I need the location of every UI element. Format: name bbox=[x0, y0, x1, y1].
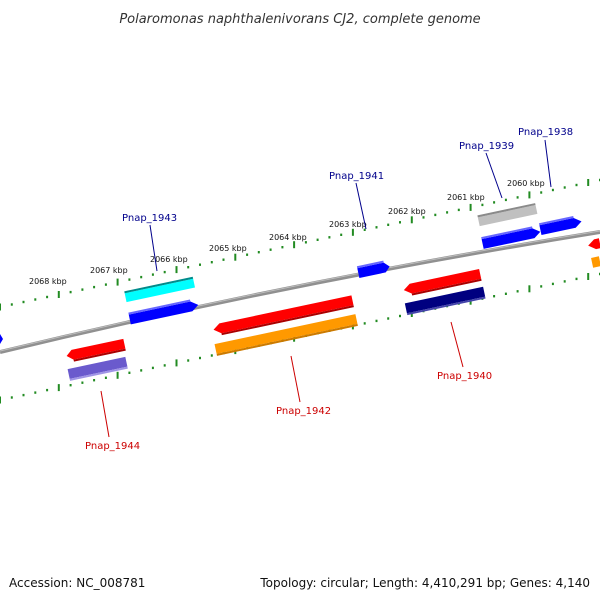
gene-label-pnap-1942[interactable]: Pnap_1942 bbox=[276, 406, 331, 417]
gene-pnap-1940-lower[interactable] bbox=[404, 286, 486, 316]
gene-label-pnap-1941[interactable]: Pnap_1941 bbox=[329, 171, 384, 182]
gene-pnap-1939-lower[interactable] bbox=[481, 225, 541, 249]
gene-label-pnap-1940[interactable]: Pnap_1940 bbox=[437, 371, 492, 382]
gene-partial-right-upper[interactable] bbox=[587, 238, 600, 250]
genome-backbone bbox=[0, 230, 600, 354]
gene-label-pnap-1943[interactable]: Pnap_1943 bbox=[122, 213, 177, 224]
gene-label-pnap-1938[interactable]: Pnap_1938 bbox=[518, 127, 573, 138]
kbp-label: 2061 kbp bbox=[447, 193, 485, 202]
leader-line-pnap-1944 bbox=[100, 390, 110, 438]
kbp-label: 2064 kbp bbox=[269, 233, 307, 242]
gene-label-pnap-1944[interactable]: Pnap_1944 bbox=[85, 441, 140, 452]
gene-pnap-1944-upper[interactable] bbox=[66, 338, 126, 363]
genome-summary-text: Topology: circular; Length: 4,410,291 bp… bbox=[259, 576, 590, 590]
kbp-label: 2066 kbp bbox=[150, 255, 188, 264]
kbp-label: 2060 kbp bbox=[507, 179, 545, 188]
leader-line-pnap-1940 bbox=[450, 321, 464, 368]
leader-line-pnap-1941 bbox=[355, 182, 367, 230]
gene-pnap-1944-lower[interactable] bbox=[67, 356, 128, 381]
kbp-label: 2065 kbp bbox=[209, 244, 247, 253]
accession-text: Accession: NC_008781 bbox=[9, 576, 145, 590]
gene-pnap-1941[interactable] bbox=[356, 260, 391, 279]
kbp-label: 2068 kbp bbox=[29, 277, 67, 286]
gene-pnap-1939-upper[interactable] bbox=[477, 203, 538, 227]
gene-pnap-1938[interactable] bbox=[538, 215, 583, 236]
gene-pnap-1942-lower[interactable] bbox=[214, 314, 358, 356]
leader-line-pnap-1942 bbox=[290, 355, 301, 403]
gene-partial-left[interactable] bbox=[0, 334, 3, 344]
leader-line-pnap-1938 bbox=[544, 139, 552, 188]
gene-pnap-1940-upper[interactable] bbox=[403, 269, 482, 297]
kbp-label: 2062 kbp bbox=[388, 207, 426, 216]
genome-backbone-highlight bbox=[0, 230, 600, 352]
leader-line-pnap-1943 bbox=[149, 224, 158, 272]
gene-pnap-1943-upper[interactable] bbox=[124, 276, 196, 303]
gene-pnap-1942-upper[interactable] bbox=[213, 295, 354, 336]
kbp-label: 2063 kbp bbox=[329, 220, 367, 229]
gene-partial-right-lower[interactable] bbox=[591, 256, 600, 268]
map-title: Polaromonas naphthalenivorans CJ2, compl… bbox=[119, 12, 480, 27]
kbp-label: 2067 kbp bbox=[90, 266, 128, 275]
gene-label-pnap-1939[interactable]: Pnap_1939 bbox=[459, 141, 514, 152]
leader-line-pnap-1939 bbox=[485, 152, 503, 199]
gene-pnap-1943-lower[interactable] bbox=[128, 298, 199, 325]
